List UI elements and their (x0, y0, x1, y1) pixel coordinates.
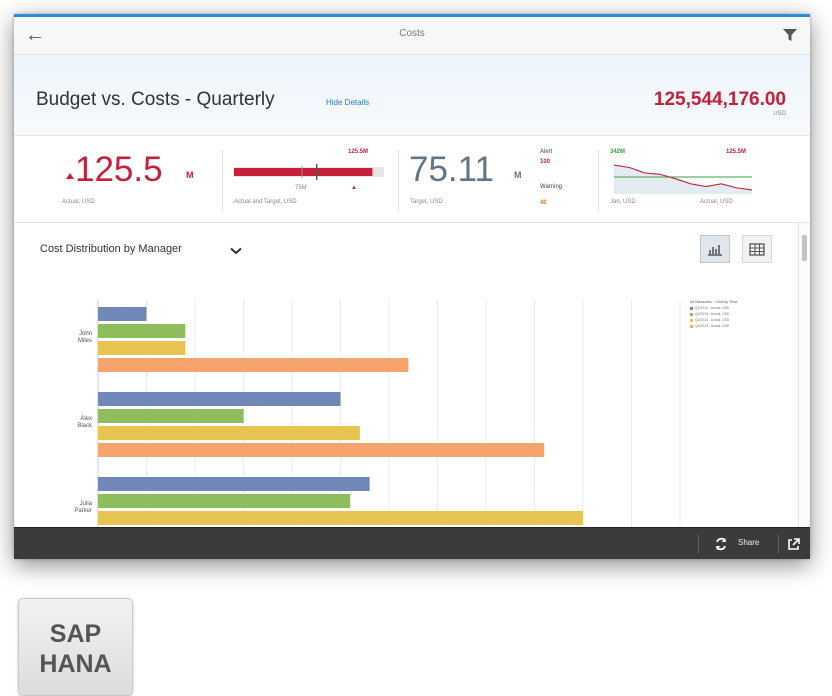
top-navigation-bar: ← Costs (14, 17, 810, 55)
vertical-scrollbar[interactable] (798, 223, 810, 527)
scrollbar-thumb[interactable] (802, 235, 807, 261)
chart-icon (708, 245, 722, 256)
bar (98, 392, 341, 406)
logo-text-line2: HANA (39, 650, 112, 678)
legend-swatch (690, 319, 693, 322)
bar (98, 426, 360, 440)
table-icon (749, 243, 765, 256)
kpi-actual-unit: M (186, 170, 194, 180)
chart-legend: All Measures · Cost by Time Q1/2013 - Ac… (690, 300, 776, 330)
table-view-button[interactable] (742, 235, 772, 263)
legend-item: Q3/2013 - Actual, USD (690, 318, 776, 324)
hide-details-link[interactable]: Hide Details (326, 98, 370, 107)
bar (98, 324, 186, 338)
legend-swatch (690, 325, 693, 328)
trend-area (614, 165, 752, 194)
trend-start-label: Jan, USD (610, 199, 636, 205)
trend-start-value: 342M (610, 149, 626, 155)
logo-text-line1: SAP (49, 620, 102, 648)
bar (98, 358, 409, 372)
filter-funnel-icon (783, 29, 797, 41)
refresh-share-icon (715, 537, 727, 551)
trend-actual-line (613, 164, 753, 191)
warning-value: 40 (540, 200, 547, 206)
bullet-marker-arrow: ▲ (351, 185, 357, 191)
total-value: 125,544,176.00 (653, 89, 786, 110)
total-unit: USD (773, 111, 786, 117)
trend-end-value: 125.5M (726, 149, 747, 155)
alert-value: 100 (540, 159, 551, 165)
kpi-divider (222, 150, 223, 212)
bullet-chart (234, 164, 384, 180)
legend-item: Q4/2013 - Actual, USD (690, 324, 776, 330)
trend-chart (613, 164, 753, 194)
arrow-left-icon: ← (25, 24, 45, 46)
export-button[interactable] (778, 528, 810, 559)
chart-view-button[interactable] (700, 235, 730, 263)
bar (98, 307, 147, 321)
kpi-actual-label: Actual, USD (62, 199, 95, 205)
bar (98, 494, 351, 508)
section-title[interactable]: Cost Distribution by Manager (40, 243, 182, 255)
bar (98, 477, 370, 491)
category-label: Julia Parker (74, 501, 92, 514)
kpi-bullet-label: Actual and Target, USD (234, 199, 297, 205)
bar (98, 443, 545, 457)
warning-label: Warning (540, 184, 563, 190)
bullet-actual-bar (234, 168, 373, 176)
cost-bar-chart: John Miles Alex Black Julia Parker (74, 299, 681, 527)
kpi-divider (398, 150, 399, 212)
kpi-actual-value: 125.5 (75, 150, 163, 189)
category-label: Alex Black (77, 416, 93, 429)
chart-panel: Cost Distribution by Manager John Miles Al… (14, 223, 798, 527)
alert-label: Alert (540, 149, 553, 155)
sap-hana-logo-tile: SAP HANA (18, 598, 133, 696)
bar (98, 341, 186, 355)
bullet-actual-value: 125.5M (348, 149, 369, 155)
footer-divider (698, 534, 699, 554)
share-label: Share (738, 538, 760, 547)
filter-button[interactable] (782, 28, 798, 42)
legend-item: Q2/2013 - Actual, USD (690, 312, 776, 318)
page-header: Budget vs. Costs - Quarterly Hide Detail… (14, 55, 810, 136)
footer-toolbar: Share (14, 527, 810, 559)
kpi-header-strip: 125.5 M Actual, USD 125.5M 75M ▲ Actual … (14, 136, 810, 223)
category-label: John Miles (78, 331, 92, 344)
back-button[interactable]: ← (24, 25, 46, 45)
app-title: Costs (399, 28, 425, 39)
kpi-divider (598, 150, 599, 212)
legend-title: All Measures · Cost by Time (690, 300, 738, 304)
page-title: Budget vs. Costs - Quarterly (36, 89, 275, 110)
legend-swatch (690, 307, 693, 310)
bullet-target-label: 75M (295, 185, 307, 191)
legend-item: Q1/2013 - Actual, USD (690, 306, 776, 312)
bar (98, 409, 244, 423)
bar (98, 511, 583, 525)
kpi-target-value: 75.11 (409, 150, 494, 189)
share-button[interactable]: Share (698, 528, 778, 559)
chevron-down-icon[interactable] (230, 247, 242, 255)
app-window: ← Costs Budget vs. Costs - Quarterly Hid… (14, 14, 810, 559)
footer-divider (778, 534, 779, 554)
kpi-target-unit: M (514, 170, 522, 180)
trend-end-label: Actual, USD (700, 199, 733, 205)
legend-swatch (690, 313, 693, 316)
trend-up-icon (66, 173, 74, 179)
kpi-target-label: Target, USD (410, 199, 443, 205)
export-icon (788, 538, 800, 550)
